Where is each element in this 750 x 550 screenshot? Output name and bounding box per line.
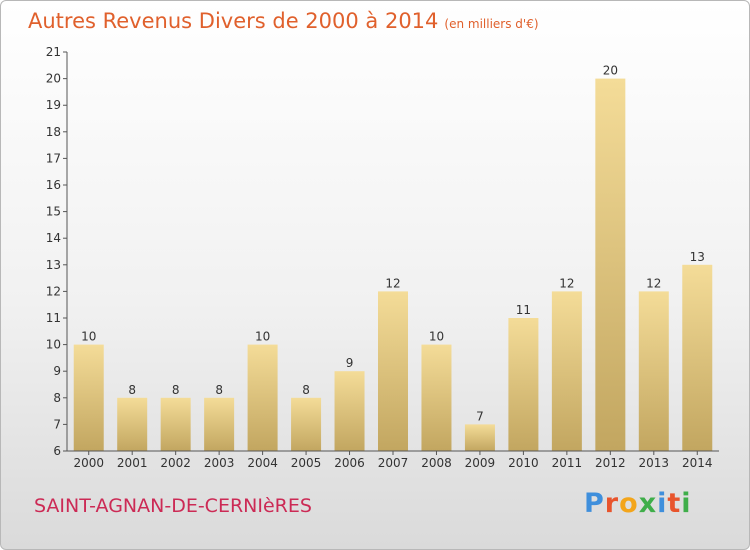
y-tick-label: 13	[46, 258, 61, 272]
x-axis: 2000 2001 2002 2003 2004 2005 2006 2007 2008 2009…	[67, 450, 719, 470]
chart-title: Autres Revenus Divers de 2000 à 2014 (en …	[28, 9, 539, 33]
bar-2008	[421, 344, 452, 451]
bar-value-label: 20	[603, 64, 618, 78]
x-tick-label: 2004	[247, 456, 278, 470]
y-tick-label: 9	[53, 364, 61, 378]
y-tick-label: 8	[53, 391, 61, 405]
y-tick-label: 18	[46, 125, 61, 139]
y-tick-label: 6	[53, 444, 61, 458]
bar-2013	[638, 291, 669, 451]
bar-2000	[73, 344, 104, 451]
bar-2001	[117, 397, 148, 451]
x-tick-label: 2005	[291, 456, 322, 470]
bar-2010	[508, 318, 539, 451]
y-tick-label: 20	[46, 72, 61, 86]
x-tick-label: 2012	[595, 456, 626, 470]
x-tick-label: 2003	[204, 456, 235, 470]
y-tick-label: 11	[46, 311, 61, 325]
x-tick-label: 2008	[421, 456, 452, 470]
y-tick-label: 15	[46, 205, 61, 219]
bar-2014	[682, 264, 713, 451]
x-tick-label: 2011	[552, 456, 583, 470]
y-axis: 6 7 8 9 10 11 12 13 14 15 16 17 18 19 20 21	[46, 45, 68, 458]
bar-value-label: 12	[646, 276, 661, 290]
y-tick-label: 16	[46, 178, 61, 192]
bar-value-label: 13	[690, 250, 705, 264]
x-tick-label: 2006	[334, 456, 365, 470]
y-tick-label: 10	[46, 338, 61, 352]
bar-2005	[291, 397, 322, 451]
logo-letter: x	[638, 488, 658, 519]
logo-letter: t	[667, 488, 682, 519]
bar-2004	[247, 344, 278, 451]
bar-value-label: 8	[172, 383, 180, 397]
city-name: SAINT-AGNAN-DE-CERNIèRES	[34, 495, 312, 517]
y-tick-label: 21	[46, 45, 61, 59]
bar-value-label: 9	[346, 356, 354, 370]
bar-value-label: 10	[255, 330, 270, 344]
bar-value-label: 8	[128, 383, 136, 397]
x-tick-label: 2002	[160, 456, 191, 470]
y-tick-label: 12	[46, 284, 61, 298]
y-tick-label: 7	[53, 417, 61, 431]
x-tick-label: 2007	[378, 456, 409, 470]
bar-2011	[551, 291, 582, 451]
bar-2006	[334, 371, 365, 451]
bar-value-label: 11	[516, 303, 531, 317]
x-tick-label: 2010	[508, 456, 539, 470]
y-tick-label: 14	[46, 231, 61, 245]
bar-2009	[464, 424, 495, 451]
logo-letter: i	[657, 488, 668, 519]
y-tick-label: 19	[46, 98, 61, 112]
logo-letter: o	[619, 488, 639, 519]
bar-value-label: 10	[81, 330, 96, 344]
logo-letter: P	[584, 488, 605, 519]
bar-2002	[160, 397, 191, 451]
x-tick-label: 2000	[73, 456, 104, 470]
bar-value-label: 10	[429, 330, 444, 344]
bar-value-label: 12	[385, 276, 400, 290]
unit-label: (en milliers d'€)	[444, 17, 539, 31]
bar-value-label: 8	[215, 383, 223, 397]
bar-2007	[378, 291, 408, 451]
bars: 10 8 8 8 10 8 9 12 10 7 11 12 20 12 13	[73, 64, 713, 451]
logo-letter: r	[604, 488, 620, 519]
y-tick-label: 17	[46, 151, 61, 165]
x-tick-label: 2001	[117, 456, 148, 470]
x-tick-label: 2013	[639, 456, 670, 470]
bar-value-label: 7	[476, 409, 484, 423]
bar-2003	[204, 397, 235, 451]
bar-2012	[595, 78, 626, 451]
bar-value-label: 8	[302, 383, 310, 397]
logo-letter: i	[681, 488, 692, 519]
proxiti-logo: Proxiti	[584, 488, 692, 519]
x-tick-label: 2014	[682, 456, 713, 470]
title-text: Autres Revenus Divers de 2000 à 2014	[28, 9, 439, 33]
bar-value-label: 12	[559, 276, 574, 290]
x-tick-label: 2009	[465, 456, 496, 470]
